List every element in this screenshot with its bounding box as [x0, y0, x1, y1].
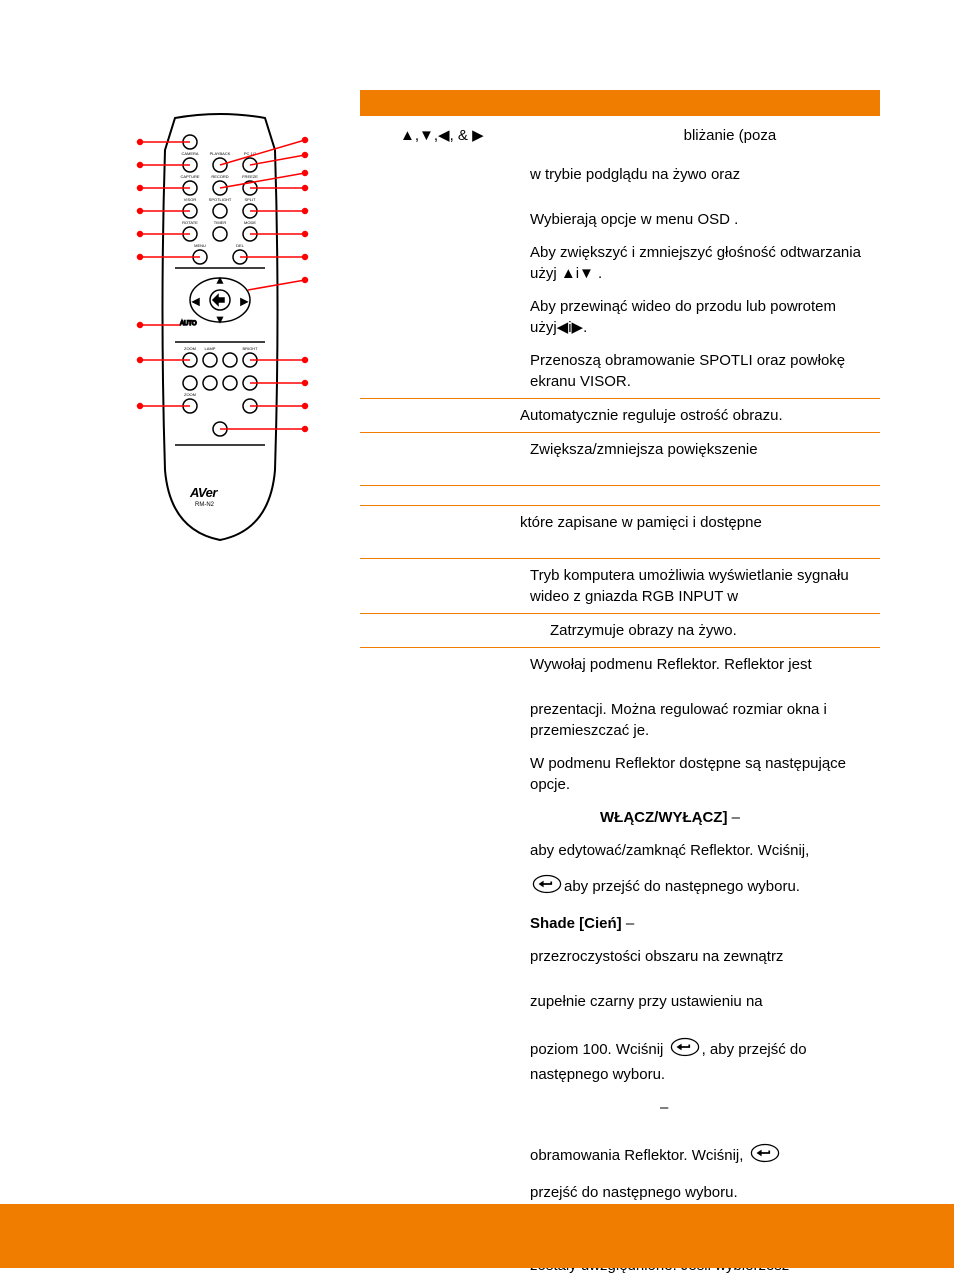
svg-text:◀: ◀ — [193, 297, 200, 306]
svg-text:CAMERA: CAMERA — [181, 151, 198, 156]
desc-r11i: obramowania Reflektor. Wciśnij, — [360, 1136, 880, 1176]
remote-model: RM-N2 — [195, 502, 214, 508]
svg-text:MODE: MODE — [244, 220, 256, 225]
desc-r11d: aby edytować/zamknąć Reflektor. Wciśnij, — [360, 834, 880, 867]
gap — [360, 486, 880, 506]
enter-icon — [668, 1036, 702, 1064]
dash: – — [732, 809, 740, 826]
gap — [360, 973, 880, 985]
bold-shade: Shade [Cień] — [530, 915, 622, 932]
gap — [360, 1124, 880, 1136]
desc-r11f: przezroczystości obszaru na zewnątrz — [360, 940, 880, 973]
text-after-icon: aby przejść do następnego wyboru. — [564, 878, 800, 895]
desc-bold1: WŁĄCZ/WYŁĄCZ] – — [360, 801, 880, 834]
svg-text:DEL: DEL — [236, 243, 245, 248]
remote-illustration: ▲ ▼ ◀ ▶ AUTO CAMERAPLAYBACKPC 1/2 CAPTUR… — [120, 110, 320, 550]
arrow-symbols-row: ▲,▼,◀, & ▶ bliżanie (poza — [360, 126, 880, 144]
gap — [360, 681, 880, 693]
desc-r7: Zwiększa/zmniejsza powiększenie — [360, 433, 880, 466]
bottom-orange-band — [0, 1204, 954, 1268]
desc-r11b: prezentacji. Można regulować rozmiar okn… — [360, 693, 880, 747]
dash: – — [626, 915, 634, 932]
enter-icon — [748, 1142, 782, 1170]
svg-text:▲: ▲ — [216, 276, 224, 285]
header-bar — [360, 90, 880, 116]
desc-bold2: Shade [Cień] – — [360, 907, 880, 940]
desc-r9: Tryb komputera umożliwia wyświetlanie sy… — [360, 559, 880, 614]
svg-text:LAMP: LAMP — [205, 346, 216, 351]
svg-text:PLAYBACK: PLAYBACK — [210, 151, 231, 156]
text-pre: poziom 100. Wciśnij — [530, 1041, 668, 1058]
desc-r3: Aby zwiększyć i zmniejszyć głośność odtw… — [360, 236, 880, 290]
bold-onoff: WŁĄCZ/WYŁĄCZ] — [600, 809, 727, 826]
desc-r11a: Wywołaj podmenu Reflektor. Reflektor jes… — [360, 648, 880, 681]
desc-r2: Wybierają opcje w menu OSD . — [360, 203, 880, 236]
desc-r5: Przenoszą obramowanie SPOTLI oraz powłok… — [360, 344, 880, 399]
gap — [360, 191, 880, 203]
svg-text:SPOTLIGHT: SPOTLIGHT — [209, 197, 232, 202]
gap — [360, 466, 880, 486]
svg-text:FREEZE: FREEZE — [242, 174, 258, 179]
text-pre: obramowania Reflektor. Wciśnij, — [530, 1147, 748, 1164]
svg-text:VISOR: VISOR — [184, 197, 197, 202]
remote-brand: AVer — [190, 485, 217, 500]
svg-text:TIMER: TIMER — [214, 220, 227, 225]
desc-r8: które zapisane w pamięci i dostępne — [360, 506, 880, 539]
gap — [360, 1018, 880, 1030]
desc-r1: w trybie podglądu na żywo oraz — [360, 158, 880, 191]
remote-svg: ▲ ▼ ◀ ▶ AUTO CAMERAPLAYBACKPC 1/2 CAPTUR… — [120, 110, 320, 550]
desc-r11e: aby przejść do następnego wyboru. — [360, 867, 880, 907]
svg-text:CAPTURE: CAPTURE — [180, 174, 199, 179]
svg-text:▶: ▶ — [241, 297, 248, 306]
desc-r10: Zatrzymuje obrazy na żywo. — [360, 614, 880, 648]
svg-text:AUTO: AUTO — [180, 321, 197, 327]
svg-text:BRIGHT: BRIGHT — [242, 346, 258, 351]
desc-dash: – — [360, 1091, 880, 1124]
enter-icon — [530, 873, 564, 901]
desc-r11g: zupełnie czarny przy ustawieniu na — [360, 985, 880, 1018]
content-column: ▲,▼,◀, & ▶ bliżanie (poza w trybie podgl… — [360, 90, 880, 1282]
gap — [360, 539, 880, 559]
desc-r4: Aby przewinąć wideo do przodu lub powrot… — [360, 290, 880, 344]
svg-text:ZOOM: ZOOM — [184, 392, 196, 397]
desc-r6: Automatycznie reguluje ostrość obrazu. — [360, 399, 880, 433]
svg-text:ROTATE: ROTATE — [182, 220, 198, 225]
svg-text:MENU: MENU — [194, 243, 206, 248]
svg-text:▼: ▼ — [216, 315, 224, 324]
desc-r11c: W podmenu Reflektor dostępne są następuj… — [360, 747, 880, 801]
arrow-right-text: bliżanie (poza — [684, 127, 777, 144]
svg-text:RECORD: RECORD — [211, 174, 228, 179]
arrow-symbols: ▲,▼,◀, & ▶ — [400, 126, 484, 144]
svg-text:ZOOM: ZOOM — [184, 346, 196, 351]
svg-text:SPLIT: SPLIT — [244, 197, 256, 202]
desc-r11h: poziom 100. Wciśnij , aby przejść do nas… — [360, 1030, 880, 1091]
